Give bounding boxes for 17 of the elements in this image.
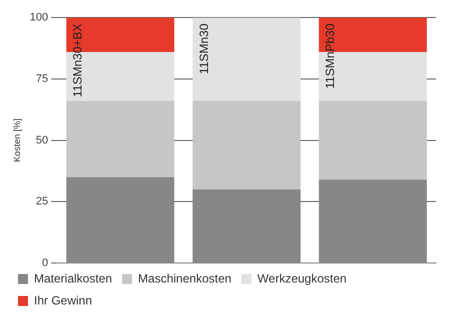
y-tick-label: 25 bbox=[36, 196, 48, 208]
x-tick-label: 11SMnPb30 bbox=[323, 23, 338, 89]
legend-label: Ihr Gewinn bbox=[34, 293, 92, 308]
legend-label: Werkzeugkosten bbox=[257, 271, 347, 286]
bar bbox=[192, 18, 301, 102]
y-tick-label: 75 bbox=[36, 72, 48, 85]
legend-label: Materialkosten bbox=[34, 271, 112, 286]
bar bbox=[318, 101, 427, 180]
y-tick-label: 0 bbox=[42, 257, 48, 270]
bar bbox=[192, 101, 301, 190]
x-tick-label: 11SMn30 bbox=[196, 23, 211, 74]
x-tick-label: 11SMn30+BX bbox=[70, 24, 85, 98]
bar bbox=[66, 101, 174, 178]
y-axis-title: Kosten [%] bbox=[12, 118, 22, 162]
y-tick-label: 100 bbox=[30, 12, 48, 24]
legend-label: Maschinenkosten bbox=[138, 271, 232, 286]
y-tick-label: 50 bbox=[36, 134, 48, 146]
